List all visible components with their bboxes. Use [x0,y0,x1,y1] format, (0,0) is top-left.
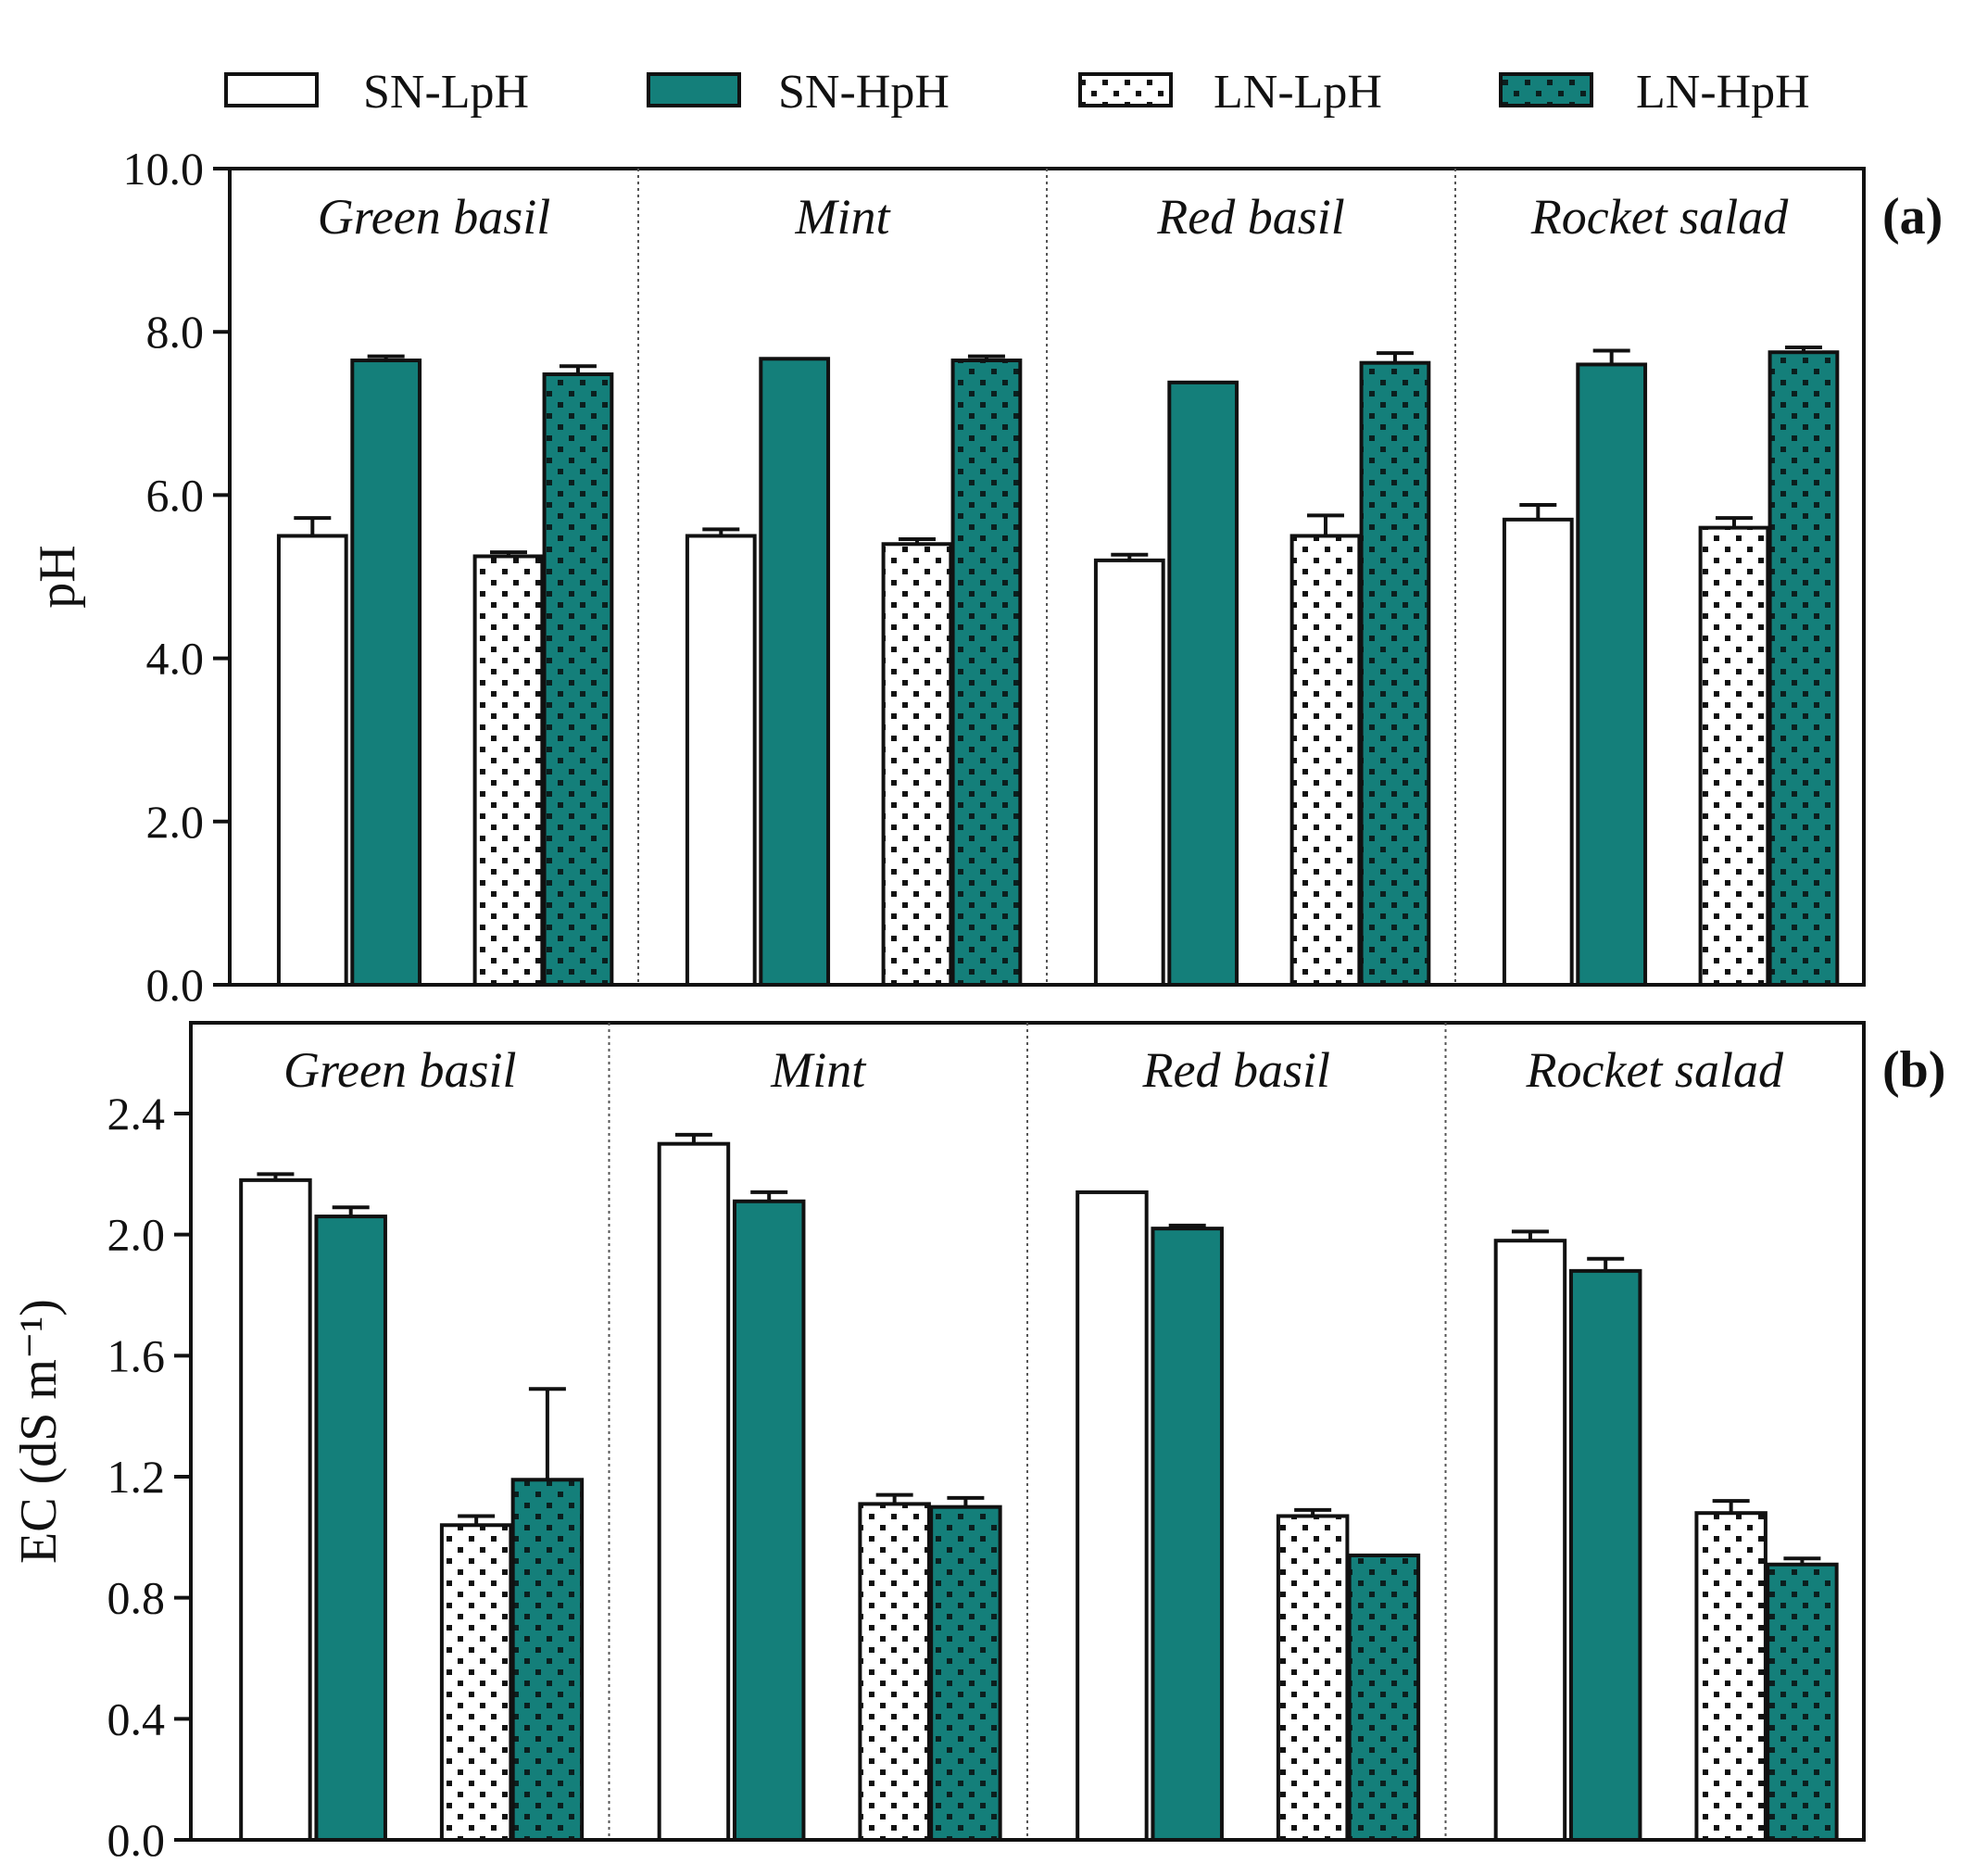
p0-bar-sn-hph-green-basil [350,359,422,988]
p1-bar-ln-lph-green-basil [439,1523,513,1843]
p0-group-label-green-basil: Green basil [318,189,550,245]
p0-bar-ln-lph-mint [881,542,953,987]
p1-bar-ln-hph-green-basil [510,1478,585,1843]
p1-bar-ln-lph-red-basil [1276,1514,1350,1842]
p1-y-tick-label: 0.8 [107,1572,166,1624]
p1-bar-sn-lph-red-basil [1076,1190,1149,1842]
legend-swatch-sn-lph [224,72,319,107]
p0-y-tick-label: 0.0 [146,959,205,1011]
legend-label-sn-hph: SN-HpH [778,66,950,119]
p1-panel-label: (b) [1882,1041,1945,1099]
p1-group-label-mint: Mint [770,1042,867,1098]
legend-item-sn-hph: SN-HpH [647,66,950,119]
p1-group-label-green-basil: Green basil [283,1042,516,1098]
p1-bar-sn-hph-red-basil [1151,1227,1224,1842]
p1-bar-ln-hph-mint [929,1505,1002,1842]
p0-bar-sn-lph-red-basil [1093,558,1165,987]
p1-y-tick-label: 0.4 [107,1693,166,1744]
legend-item-ln-hph: LN-HpH [1499,66,1810,119]
p1-bar-ln-hph-rocket-salad [1766,1562,1839,1842]
p1-bar-ln-lph-mint [858,1502,931,1843]
p0-bar-ln-lph-red-basil [1289,534,1362,987]
p1-bar-sn-lph-mint [657,1141,731,1842]
p0-bar-ln-hph-green-basil [542,372,614,987]
p1-group-label-rocket-salad: Rocket salad [1526,1042,1784,1098]
p1-bar-sn-hph-mint [732,1199,806,1842]
p0-y-axis-label: pH [29,545,86,608]
p1-bar-ln-lph-rocket-salad [1694,1511,1767,1842]
p0-bar-sn-hph-mint [759,357,831,987]
legend-label-ln-lph: LN-LpH [1214,66,1382,119]
p0-bar-ln-hph-mint [950,359,1023,988]
p0-group-label-rocket-salad: Rocket salad [1530,189,1789,245]
p1-y-tick-label: 1.6 [107,1329,166,1381]
p0-bar-sn-hph-rocket-salad [1576,362,1648,987]
p1-y-tick-label: 0.0 [107,1814,166,1866]
p0-y-tick-label: 4.0 [146,633,205,685]
p1-bar-sn-lph-green-basil [239,1177,312,1843]
p1-y-tick-label: 1.2 [107,1451,166,1503]
p0-bar-ln-hph-red-basil [1359,360,1431,988]
legend-swatch-ln-hph [1499,72,1593,107]
p0-y-tick-label: 6.0 [146,469,205,521]
p0-bar-sn-lph-green-basil [276,534,348,987]
legend-label-ln-hph: LN-HpH [1636,66,1810,119]
panel-a-ph-chart: 0.0 2.0 4.0 6.0 8.0 10.0 pH (a) Green basil Mint R… [29,143,1943,1011]
legend-swatch-sn-hph [647,72,741,107]
p0-y-tick-label: 2.0 [146,796,205,848]
p1-y-tick-label: 2.0 [107,1209,166,1261]
legend-item-ln-lph: LN-LpH [1078,66,1382,119]
p0-bar-sn-lph-rocket-salad [1502,517,1574,988]
p0-bar-ln-hph-rocket-salad [1767,350,1840,988]
p1-bar-sn-hph-rocket-salad [1568,1268,1642,1843]
p0-group-label-mint: Mint [795,189,892,245]
p0-y-tick-label: 10.0 [123,143,205,195]
p0-bar-ln-lph-green-basil [472,554,545,987]
p0-bar-ln-lph-rocket-salad [1698,525,1770,987]
p0-y-tick-label: 8.0 [146,306,205,358]
p1-bar-sn-hph-green-basil [314,1215,387,1842]
legend-label-sn-lph: SN-LpH [363,66,529,119]
p1-bar-sn-lph-rocket-salad [1493,1239,1567,1842]
p0-bar-sn-hph-red-basil [1167,380,1239,987]
panel-b-ec-chart: 0.0 0.4 0.8 1.2 1.6 2.0 2.4 EC (dS m⁻¹) (b) Green… [10,1021,1945,1866]
p1-bar-ln-hph-red-basil [1347,1553,1421,1843]
p1-y-tick-label: 2.4 [107,1088,166,1139]
legend-item-sn-lph: SN-LpH [224,66,529,119]
p1-y-axis-label: EC (dS m⁻¹) [10,1299,68,1564]
p0-bar-sn-lph-mint [685,534,757,987]
p1-group-label-red-basil: Red basil [1142,1042,1330,1098]
p0-group-label-red-basil: Red basil [1156,189,1344,245]
p0-panel-label: (a) [1882,188,1943,246]
legend-swatch-ln-lph [1078,72,1173,107]
legend: SN-LpH SN-HpH LN-LpH LN-HpH [224,66,1810,119]
